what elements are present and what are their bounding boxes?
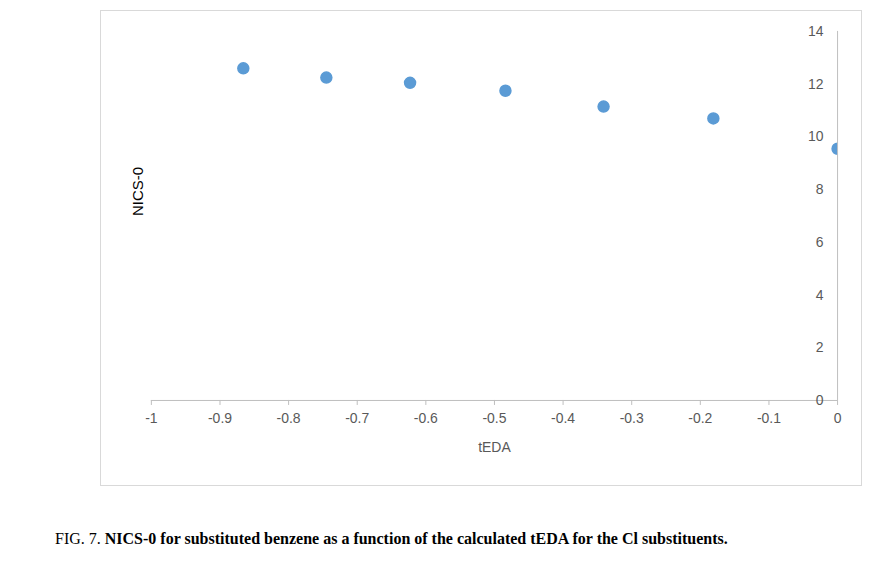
svg-text:-0.8: -0.8: [277, 410, 301, 426]
svg-text:-0.1: -0.1: [757, 410, 781, 426]
svg-text:4: 4: [816, 287, 824, 303]
svg-text:-0.7: -0.7: [345, 410, 369, 426]
svg-text:tEDA: tEDA: [478, 439, 511, 455]
svg-text:10: 10: [808, 128, 824, 144]
svg-text:NICS-0: NICS-0: [129, 167, 146, 216]
svg-text:-0.2: -0.2: [688, 410, 712, 426]
svg-text:14: 14: [808, 23, 824, 39]
svg-text:-0.9: -0.9: [208, 410, 232, 426]
svg-text:12: 12: [808, 76, 824, 92]
svg-text:-0.4: -0.4: [551, 410, 575, 426]
svg-text:-0.6: -0.6: [414, 410, 438, 426]
svg-text:0: 0: [816, 392, 824, 408]
svg-text:2: 2: [816, 339, 824, 355]
svg-text:8: 8: [816, 181, 824, 197]
svg-text:-0.3: -0.3: [620, 410, 644, 426]
svg-text:6: 6: [816, 234, 824, 250]
svg-text:-1: -1: [145, 410, 158, 426]
svg-text:-0.5: -0.5: [482, 410, 506, 426]
html-text:FIG. 7. NICS-0 for substituted: FIG. 7. NICS-0 for substituted benzene a…: [55, 530, 728, 547]
svg-text:0: 0: [834, 410, 842, 426]
